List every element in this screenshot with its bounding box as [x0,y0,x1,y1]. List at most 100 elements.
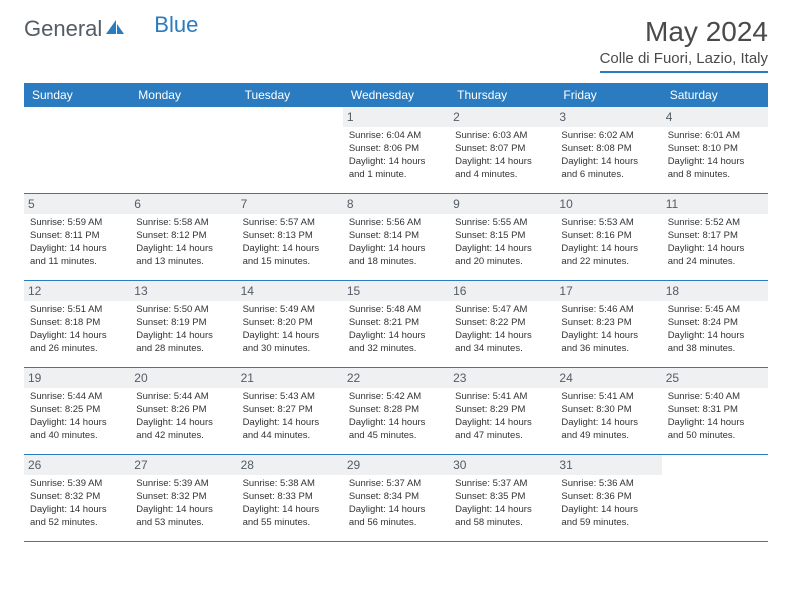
page-header: General Blue May 2024 Colle di Fuori, La… [24,16,768,73]
weekday-fri: Friday [555,83,661,107]
day-number: 25 [662,368,768,388]
day-number: 22 [343,368,449,388]
sunset-text: Sunset: 8:21 PM [349,317,443,330]
day-number: 2 [449,107,555,127]
daylight-text: Daylight: 14 hours and 56 minutes. [349,504,443,530]
daylight-text: Daylight: 14 hours and 1 minute. [349,156,443,182]
daylight-text: Daylight: 14 hours and 52 minutes. [30,504,124,530]
daylight-text: Daylight: 14 hours and 13 minutes. [136,243,230,269]
day-number: 8 [343,194,449,214]
sunset-text: Sunset: 8:17 PM [668,230,762,243]
brand-part2: Blue [154,12,198,38]
day-number: 28 [237,455,343,475]
daylight-text: Daylight: 14 hours and 50 minutes. [668,417,762,443]
location-label: Colle di Fuori, Lazio, Italy [600,50,768,73]
weekday-sun: Sunday [24,83,130,107]
daylight-text: Daylight: 14 hours and 55 minutes. [243,504,337,530]
calendar-cell: . [24,107,130,193]
sunrise-text: Sunrise: 6:04 AM [349,130,443,143]
calendar-cell: 30Sunrise: 5:37 AMSunset: 8:35 PMDayligh… [449,455,555,541]
calendar-cell: 19Sunrise: 5:44 AMSunset: 8:25 PMDayligh… [24,368,130,454]
calendar-cell: 25Sunrise: 5:40 AMSunset: 8:31 PMDayligh… [662,368,768,454]
sunset-text: Sunset: 8:15 PM [455,230,549,243]
daylight-text: Daylight: 14 hours and 59 minutes. [561,504,655,530]
daylight-text: Daylight: 14 hours and 58 minutes. [455,504,549,530]
weekday-sat: Saturday [662,83,768,107]
calendar-cell: . [130,107,236,193]
day-number: 29 [343,455,449,475]
day-number: 17 [555,281,661,301]
calendar-week: 26Sunrise: 5:39 AMSunset: 8:32 PMDayligh… [24,455,768,542]
calendar-cell: 2Sunrise: 6:03 AMSunset: 8:07 PMDaylight… [449,107,555,193]
sunrise-text: Sunrise: 5:53 AM [561,217,655,230]
day-number: 16 [449,281,555,301]
daylight-text: Daylight: 14 hours and 42 minutes. [136,417,230,443]
day-number: 27 [130,455,236,475]
calendar-cell: 12 Sunrise: 5:51 AMSunset: 8:18 PMDayligh… [24,281,130,367]
calendar-cell: . [662,455,768,541]
sunset-text: Sunset: 8:29 PM [455,404,549,417]
sunset-text: Sunset: 8:14 PM [349,230,443,243]
daylight-text: Daylight: 14 hours and 18 minutes. [349,243,443,269]
daylight-text: Daylight: 14 hours and 32 minutes. [349,330,443,356]
calendar-cell: 20Sunrise: 5:44 AMSunset: 8:26 PMDayligh… [130,368,236,454]
calendar-cell: 22Sunrise: 5:42 AMSunset: 8:28 PMDayligh… [343,368,449,454]
day-number: 15 [343,281,449,301]
calendar-cell: 17Sunrise: 5:46 AMSunset: 8:23 PMDayligh… [555,281,661,367]
calendar-cell: 15Sunrise: 5:48 AMSunset: 8:21 PMDayligh… [343,281,449,367]
day-number: 11 [662,194,768,214]
day-number: 12 [24,281,130,301]
sunrise-text: Sunrise: 5:39 AM [136,478,230,491]
day-number: 5 [24,194,130,214]
weekday-header: Sunday Monday Tuesday Wednesday Thursday… [24,83,768,107]
sunrise-text: Sunrise: 5:51 AM [30,304,124,317]
day-number: 23 [449,368,555,388]
sunset-text: Sunset: 8:18 PM [30,317,124,330]
sunset-text: Sunset: 8:33 PM [243,491,337,504]
calendar-week: 19Sunrise: 5:44 AMSunset: 8:25 PMDayligh… [24,368,768,455]
sunrise-text: Sunrise: 5:37 AM [455,478,549,491]
daylight-text: Daylight: 14 hours and 53 minutes. [136,504,230,530]
daylight-text: Daylight: 14 hours and 36 minutes. [561,330,655,356]
calendar-cell: 11Sunrise: 5:52 AMSunset: 8:17 PMDayligh… [662,194,768,280]
daylight-text: Daylight: 14 hours and 4 minutes. [455,156,549,182]
daylight-text: Daylight: 14 hours and 45 minutes. [349,417,443,443]
calendar-cell: 31Sunrise: 5:36 AMSunset: 8:36 PMDayligh… [555,455,661,541]
sunrise-text: Sunrise: 5:37 AM [349,478,443,491]
daylight-text: Daylight: 14 hours and 24 minutes. [668,243,762,269]
brand-part1: General [24,16,102,42]
day-number: 26 [24,455,130,475]
sunset-text: Sunset: 8:06 PM [349,143,443,156]
calendar-week: 12Sunrise: 5:51 AMSunset: 8:18 PMDayligh… [24,281,768,368]
calendar-cell: 13Sunrise: 5:50 AMSunset: 8:19 PMDayligh… [130,281,236,367]
sunrise-text: Sunrise: 5:55 AM [455,217,549,230]
sunrise-text: Sunrise: 5:42 AM [349,391,443,404]
sunset-text: Sunset: 8:11 PM [30,230,124,243]
daylight-text: Daylight: 14 hours and 26 minutes. [30,330,124,356]
weekday-thu: Thursday [449,83,555,107]
sunrise-text: Sunrise: 5:40 AM [668,391,762,404]
day-number: 24 [555,368,661,388]
calendar-cell: . [237,107,343,193]
daylight-text: Daylight: 14 hours and 6 minutes. [561,156,655,182]
title-block: May 2024 Colle di Fuori, Lazio, Italy [600,16,768,73]
daylight-text: Daylight: 14 hours and 49 minutes. [561,417,655,443]
sunrise-text: Sunrise: 5:50 AM [136,304,230,317]
calendar-grid: ...1Sunrise: 6:04 AMSunset: 8:06 PMDayli… [24,107,768,542]
sunrise-text: Sunrise: 6:03 AM [455,130,549,143]
sunrise-text: Sunrise: 5:56 AM [349,217,443,230]
sunrise-text: Sunrise: 5:41 AM [455,391,549,404]
sunset-text: Sunset: 8:25 PM [30,404,124,417]
day-number: 14 [237,281,343,301]
daylight-text: Daylight: 14 hours and 22 minutes. [561,243,655,269]
sunrise-text: Sunrise: 5:47 AM [455,304,549,317]
daylight-text: Daylight: 14 hours and 40 minutes. [30,417,124,443]
daylight-text: Daylight: 14 hours and 8 minutes. [668,156,762,182]
daylight-text: Daylight: 14 hours and 44 minutes. [243,417,337,443]
sunrise-text: Sunrise: 6:01 AM [668,130,762,143]
day-number: 9 [449,194,555,214]
weekday-mon: Monday [130,83,236,107]
day-number: 21 [237,368,343,388]
sunset-text: Sunset: 8:16 PM [561,230,655,243]
sunset-text: Sunset: 8:27 PM [243,404,337,417]
